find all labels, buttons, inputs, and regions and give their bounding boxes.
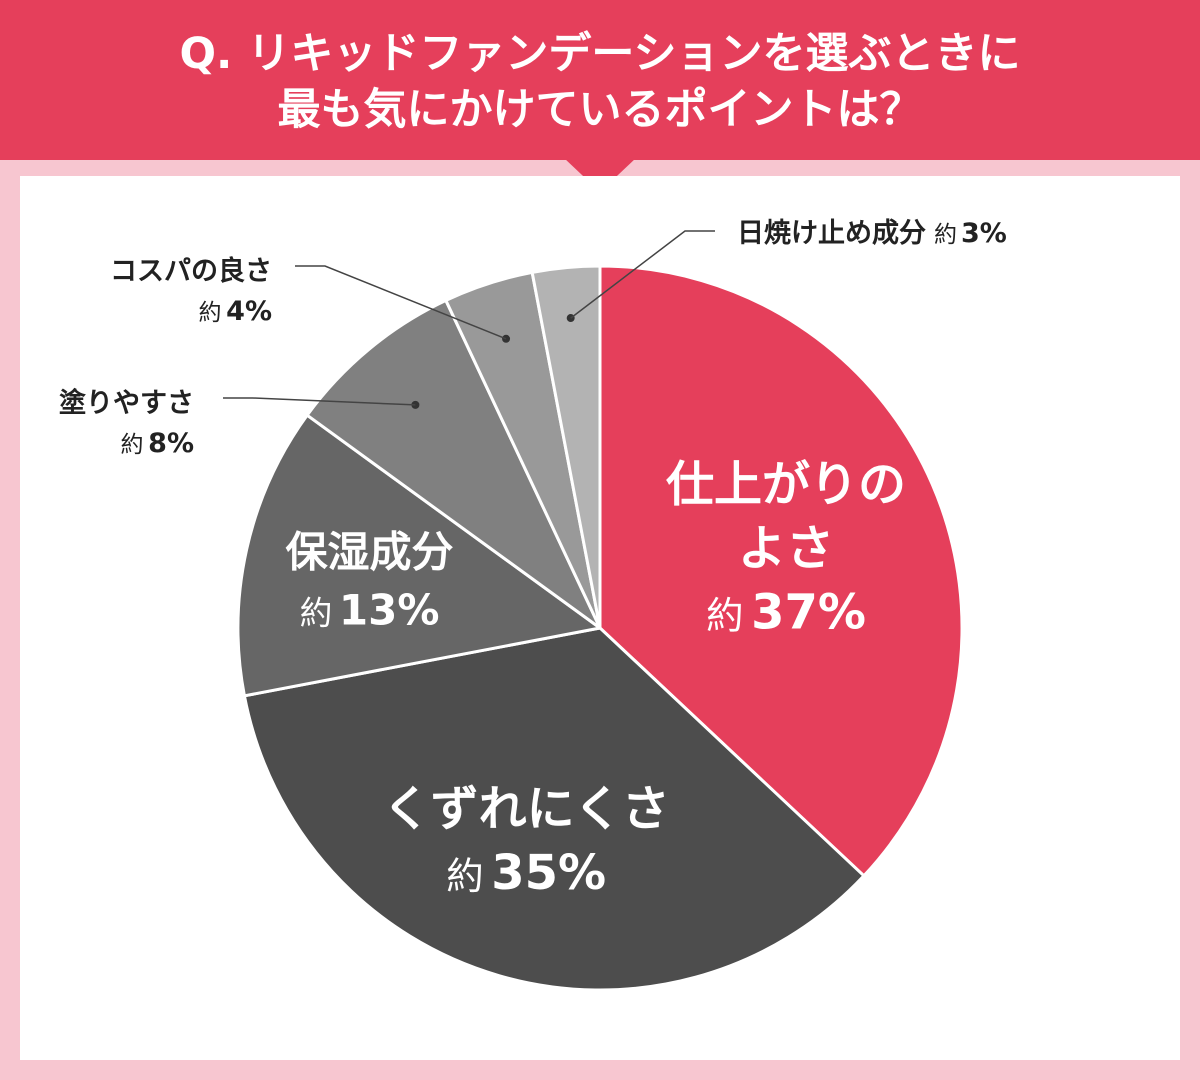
chart-title: Q. リキッドファンデーションを選ぶときに 最も気にかけているポイントは？	[0, 26, 1200, 138]
slice-6-label: 日焼け止め成分約 3%	[737, 218, 1007, 249]
slice-6-leader-line	[570, 230, 715, 319]
slice-4-label: 塗りやすさ	[59, 387, 194, 419]
pie-slice-2	[242, 626, 866, 992]
slice-1-label-line-2: よさ	[738, 520, 834, 576]
slice-3-label-line-1: 保湿成分	[285, 527, 453, 576]
slice-3-value-label: 約 13%	[300, 585, 440, 634]
slice-2-value-label: 約 35%	[446, 845, 606, 901]
pie-slice-3	[236, 413, 602, 698]
chart-panel: 仕上がりのよさ約 37% くずれにくさ約 35% 保湿成分約 13% 塗りやすさ約 8% コスパ…	[20, 176, 1180, 1060]
slice-5-value-label: 約 4%	[199, 296, 272, 327]
slice-4-leader-line	[223, 397, 416, 406]
slice-2-label-line-1: くずれにくさ	[383, 781, 670, 837]
slice-4-value-label: 約 8%	[121, 428, 194, 459]
pie-slice-6	[530, 264, 602, 630]
title-line-2: 最も気にかけているポイントは？	[277, 85, 923, 135]
slice-5-label: コスパの良さ	[110, 255, 272, 287]
header-banner	[0, 0, 1200, 160]
slice-1-label-line-1: 仕上がりの	[666, 456, 906, 512]
title-line-1: Q. リキッドファンデーションを選ぶときに	[179, 29, 1021, 79]
slice-1-value-label: 約 37%	[706, 584, 866, 640]
slice-5-leader-dot	[502, 334, 511, 343]
slice-5-leader-line	[295, 265, 507, 340]
pie-slice-4	[305, 298, 602, 630]
pie-slice-1	[598, 264, 964, 878]
slice-4-leader-dot	[411, 400, 420, 409]
